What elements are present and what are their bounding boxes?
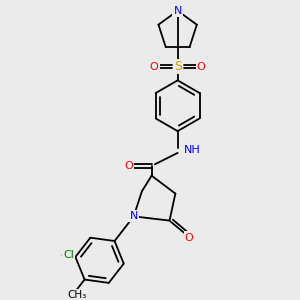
Text: O: O	[150, 62, 159, 72]
Text: Cl: Cl	[63, 250, 74, 260]
Text: NH: NH	[184, 145, 200, 155]
Text: O: O	[124, 161, 133, 171]
Text: N: N	[173, 6, 182, 16]
Text: O: O	[185, 232, 194, 242]
Text: S: S	[174, 60, 182, 73]
Text: N: N	[130, 212, 138, 221]
Text: O: O	[197, 62, 206, 72]
Text: CH₃: CH₃	[67, 290, 86, 300]
